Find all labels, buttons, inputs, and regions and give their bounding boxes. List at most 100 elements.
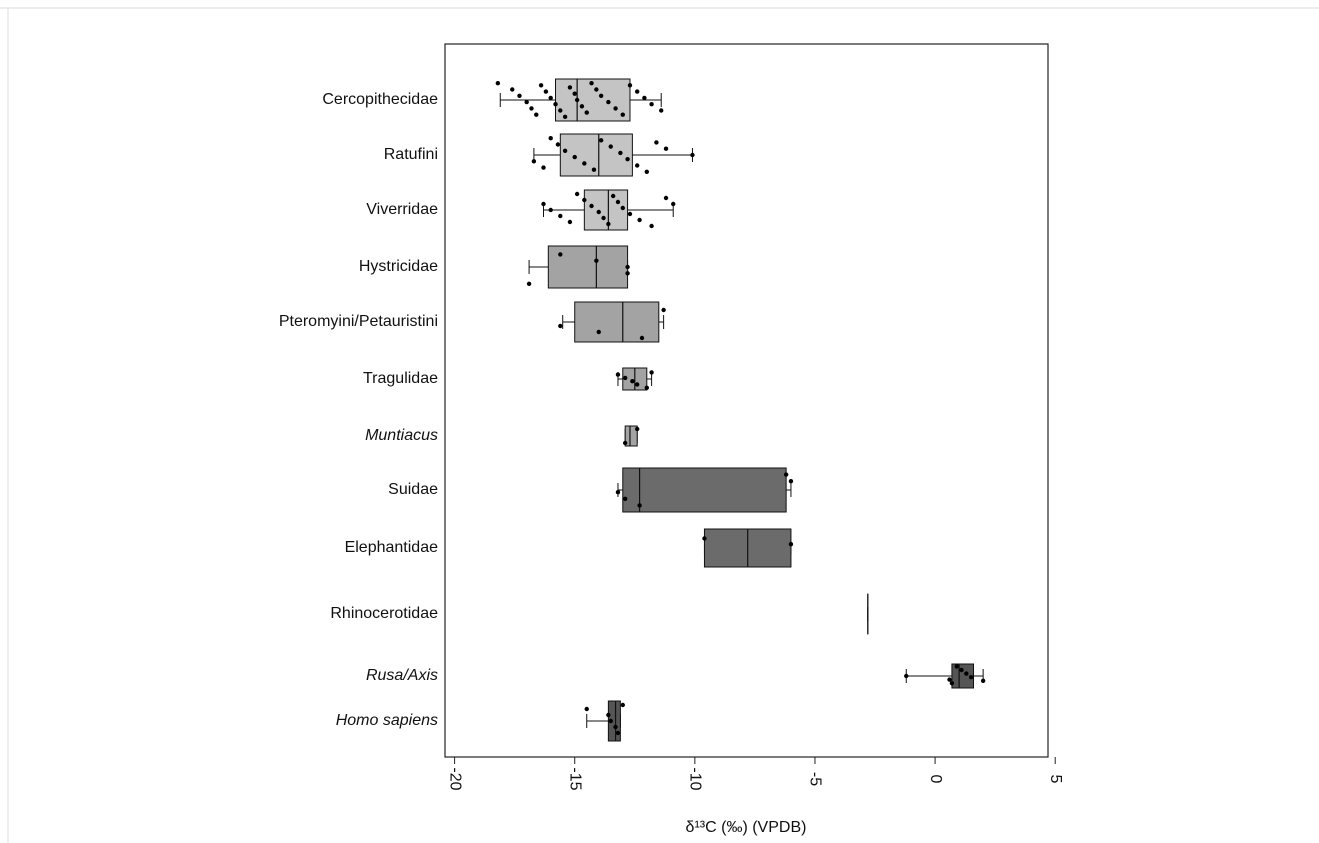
data-point bbox=[634, 426, 640, 432]
data-point bbox=[534, 112, 539, 117]
data-point bbox=[627, 211, 633, 217]
data-point bbox=[637, 503, 642, 508]
plot-frame bbox=[444, 43, 1049, 758]
data-point bbox=[579, 104, 585, 109]
data-point bbox=[608, 144, 613, 149]
data-point bbox=[553, 102, 558, 107]
data-point bbox=[630, 379, 635, 384]
data-point bbox=[634, 163, 640, 168]
data-point bbox=[572, 91, 577, 96]
x-tick-label: -5 bbox=[807, 772, 824, 786]
x-tick-label: -20 bbox=[446, 767, 463, 790]
data-point bbox=[622, 375, 628, 381]
data-point bbox=[661, 307, 666, 313]
x-tick-label: -10 bbox=[687, 767, 704, 790]
data-point bbox=[562, 114, 568, 120]
data-point bbox=[606, 712, 611, 718]
data-point bbox=[594, 87, 599, 92]
data-point bbox=[584, 706, 589, 712]
data-point bbox=[562, 148, 568, 153]
data-point bbox=[596, 209, 601, 215]
category-label: Tragulidae bbox=[363, 370, 438, 387]
data-point bbox=[615, 490, 621, 495]
data-point bbox=[637, 217, 642, 223]
data-point bbox=[594, 258, 599, 263]
category-label: Viverridae bbox=[366, 201, 438, 218]
data-point bbox=[644, 385, 650, 390]
data-point bbox=[625, 157, 630, 162]
category-label: Hystricidae bbox=[359, 258, 438, 275]
box bbox=[622, 467, 787, 513]
box bbox=[583, 189, 629, 231]
data-point bbox=[531, 159, 537, 164]
data-point bbox=[548, 95, 553, 101]
data-point bbox=[634, 89, 640, 94]
data-point bbox=[947, 677, 952, 682]
data-point bbox=[649, 223, 654, 229]
data-point bbox=[589, 203, 594, 209]
data-point bbox=[610, 193, 616, 199]
data-point bbox=[627, 83, 633, 88]
data-point bbox=[596, 329, 601, 335]
data-point bbox=[620, 112, 625, 117]
data-point bbox=[783, 472, 789, 477]
data-point bbox=[541, 165, 546, 170]
data-point bbox=[625, 264, 630, 270]
data-point bbox=[589, 81, 594, 86]
data-point bbox=[615, 372, 621, 377]
data-point bbox=[555, 142, 561, 147]
data-point bbox=[644, 169, 650, 174]
data-point bbox=[622, 496, 628, 501]
data-point bbox=[510, 87, 515, 92]
category-label: Suidae bbox=[388, 481, 438, 498]
data-point bbox=[659, 108, 664, 113]
data-point bbox=[598, 93, 604, 99]
data-point bbox=[788, 479, 794, 484]
data-point bbox=[524, 99, 529, 105]
data-point bbox=[649, 370, 654, 375]
data-point bbox=[618, 150, 623, 156]
category-label: Ratufini bbox=[384, 146, 438, 163]
category-label: Elephantidae bbox=[345, 539, 439, 556]
data-point bbox=[574, 191, 580, 197]
data-point bbox=[526, 281, 532, 286]
data-point bbox=[548, 207, 553, 213]
data-point bbox=[964, 671, 969, 676]
box bbox=[559, 133, 633, 177]
data-point bbox=[601, 215, 606, 221]
data-point bbox=[904, 673, 909, 679]
data-point bbox=[567, 85, 573, 90]
data-point bbox=[495, 81, 501, 86]
data-point bbox=[538, 83, 544, 88]
box bbox=[951, 663, 975, 689]
category-label: Muntiacus bbox=[365, 427, 438, 444]
data-point bbox=[529, 106, 534, 111]
data-point bbox=[954, 664, 959, 669]
data-point bbox=[663, 195, 669, 201]
data-point bbox=[615, 199, 621, 205]
data-point bbox=[572, 154, 577, 160]
data-point bbox=[788, 542, 794, 547]
data-point bbox=[642, 95, 647, 101]
data-point bbox=[959, 667, 964, 673]
data-point bbox=[634, 382, 640, 387]
category-label: Homo sapiens bbox=[336, 712, 438, 729]
data-point bbox=[558, 323, 563, 329]
data-point bbox=[615, 730, 621, 736]
data-point bbox=[671, 201, 676, 207]
data-point bbox=[543, 89, 549, 94]
x-axis-label: δ¹³C (‰) (VPDB) bbox=[686, 819, 807, 836]
data-point bbox=[517, 93, 522, 99]
data-point bbox=[598, 138, 604, 143]
data-point bbox=[625, 271, 630, 276]
data-point bbox=[949, 681, 955, 686]
data-point bbox=[620, 702, 625, 708]
data-point bbox=[606, 221, 611, 227]
data-point bbox=[622, 440, 628, 446]
data-point bbox=[613, 106, 618, 111]
x-tick-label: 0 bbox=[927, 775, 944, 784]
x-tick-label: -15 bbox=[566, 767, 583, 790]
data-point bbox=[654, 140, 659, 145]
data-point bbox=[649, 102, 654, 107]
